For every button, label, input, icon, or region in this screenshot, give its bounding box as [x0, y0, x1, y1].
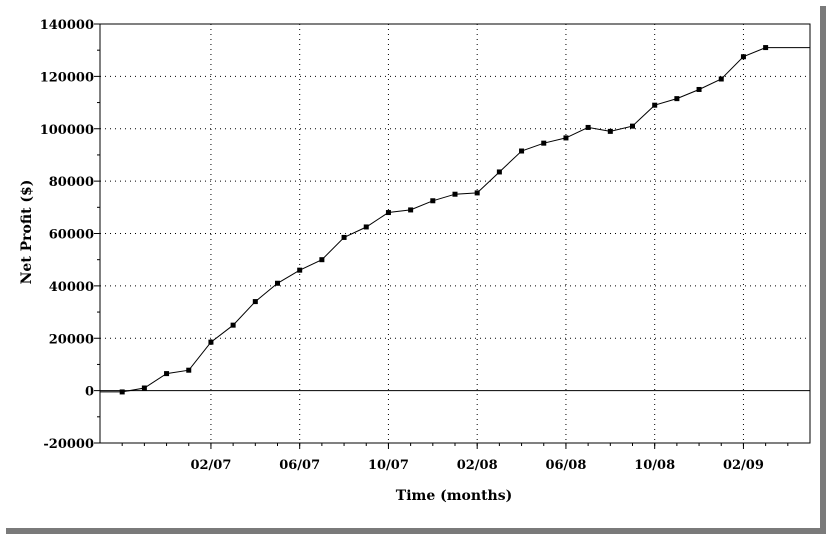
data-point	[718, 76, 724, 82]
y-tick-label: 40000	[49, 280, 94, 295]
y-axis-ticks: -20000 0 20000 40000 60000 80000 100000 120000 1…	[40, 18, 100, 452]
y-tick-label: 100000	[40, 123, 94, 138]
data-point	[607, 128, 613, 134]
data-point	[740, 54, 746, 60]
data-point	[141, 385, 147, 391]
y-tick-label: 80000	[49, 175, 94, 190]
x-tick-label: 06/07	[279, 458, 320, 473]
data-point	[541, 140, 547, 146]
data-point	[763, 45, 769, 51]
data-point	[208, 339, 214, 345]
grid-lines	[100, 24, 810, 443]
data-point	[230, 322, 236, 328]
y-tick-label: -20000	[43, 437, 94, 452]
x-tick-label: 10/07	[368, 458, 409, 473]
data-point	[252, 299, 258, 305]
data-point	[563, 135, 569, 141]
x-tick-label: 02/08	[457, 458, 498, 473]
data-point	[341, 234, 347, 240]
data-point	[408, 207, 414, 213]
net-profit-chart: -20000 0 20000 40000 60000 80000 100000 120000 1…	[19, 18, 811, 504]
y-tick-label: 60000	[49, 228, 94, 243]
y-tick-label: 0	[85, 385, 94, 400]
y-axis-label: Net Profit ($)	[19, 180, 35, 285]
data-point	[652, 102, 658, 108]
series-line	[99, 47, 811, 393]
data-point	[164, 371, 170, 377]
x-tick-label: 06/08	[545, 458, 586, 473]
x-axis-ticks: 02/07 06/07 10/07 02/08 06/08 10/08 02/09	[121, 443, 789, 473]
data-point	[630, 123, 635, 129]
y-tick-label: 20000	[49, 332, 94, 347]
y-tick-label: 140000	[40, 18, 94, 33]
data-point	[363, 224, 369, 230]
data-point	[674, 96, 680, 102]
x-tick-label: 02/09	[723, 458, 764, 473]
y-tick-label: 120000	[40, 70, 94, 85]
x-tick-label: 02/07	[190, 458, 231, 473]
data-point	[696, 86, 702, 92]
data-point	[519, 148, 525, 154]
data-point	[585, 124, 591, 130]
data-point	[297, 267, 303, 273]
data-point	[319, 257, 325, 263]
series	[99, 45, 811, 395]
x-tick-label: 10/08	[634, 458, 675, 473]
data-point	[452, 191, 458, 197]
data-point	[275, 280, 280, 286]
data-point	[430, 198, 436, 204]
data-point	[385, 210, 391, 216]
data-point	[474, 190, 480, 196]
x-axis-label: Time (months)	[396, 488, 512, 504]
data-point	[119, 389, 125, 395]
data-point	[186, 367, 192, 373]
data-point	[496, 169, 502, 175]
chart-window: -20000 0 20000 40000 60000 80000 100000 120000 1…	[19, 18, 811, 504]
